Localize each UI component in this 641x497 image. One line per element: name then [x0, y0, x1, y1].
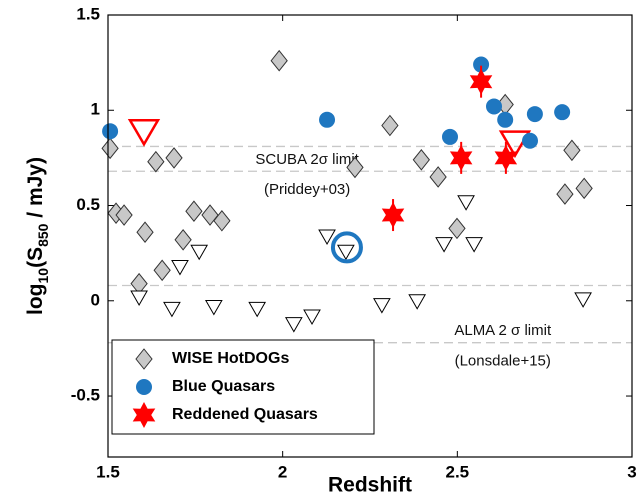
circle-marker: [473, 56, 490, 73]
diamond-marker: [135, 348, 153, 370]
circle-marker: [497, 111, 514, 128]
diamond-marker: [115, 204, 133, 226]
upper-limit-marker: [284, 317, 303, 333]
annotation: ALMA 2 σ limit: [454, 322, 552, 339]
diamond-marker: [412, 148, 430, 171]
upper-limit-marker: [498, 130, 532, 159]
diamond-marker: [213, 209, 231, 232]
star-marker: [449, 144, 473, 171]
diamond-marker: [185, 200, 203, 223]
diamond-marker: [165, 147, 183, 169]
upper-limit-marker: [303, 309, 321, 326]
legend-label: Reddened Quasars: [172, 406, 318, 423]
upper-limit-marker: [130, 290, 148, 306]
legend-label: WISE HotDOGs: [172, 350, 289, 367]
x-tick-label: 3: [627, 462, 636, 481]
y-axis-label-subscript: 850: [35, 223, 51, 247]
diamond-marker: [556, 183, 574, 205]
y-tick-label: 1.5: [76, 4, 100, 23]
upper-limit-marker: [190, 244, 209, 261]
y-axis-label-part: (S: [24, 247, 47, 268]
circle-marker: [526, 106, 543, 123]
x-tick-label: 2: [278, 462, 287, 481]
diamond-marker: [448, 217, 466, 240]
star-marker: [381, 202, 405, 228]
x-tick-label: 1.5: [96, 462, 120, 481]
diamond-marker: [174, 229, 192, 251]
y-axis-label-subscript: 10: [35, 268, 51, 284]
y-axis-label: log10(S850 / mJy): [24, 157, 51, 315]
circle-marker: [521, 132, 538, 149]
upper-limit-marker: [171, 259, 189, 276]
star-marker: [494, 144, 518, 171]
circle-marker: [319, 111, 336, 128]
ring-marker: [330, 231, 363, 264]
circle-marker: [554, 104, 571, 121]
upper-limit-marker: [465, 237, 483, 253]
circle-marker: [102, 123, 119, 140]
annotation: (Priddey+03): [264, 181, 350, 198]
diamond-marker: [147, 150, 165, 173]
legend-label: Blue Quasars: [172, 378, 275, 395]
annotation: SCUBA 2σ limit: [255, 151, 359, 168]
y-tick-label: 0: [91, 290, 100, 309]
upper-limit-marker: [574, 292, 592, 308]
y-tick-label: 0.5: [76, 195, 100, 214]
diamond-marker: [346, 156, 364, 179]
upper-limit-marker: [163, 301, 181, 318]
circle-marker: [136, 379, 152, 395]
circle-marker: [486, 98, 503, 115]
star-marker: [469, 68, 493, 95]
y-tick-label: -0.5: [71, 386, 100, 405]
annotation: (Lonsdale+15): [455, 353, 551, 370]
x-axis-label: Redshift: [328, 474, 412, 497]
diamond-marker: [101, 137, 119, 160]
y-axis-label-part: log: [24, 283, 47, 315]
upper-limit-marker: [337, 244, 355, 261]
upper-limit-marker: [318, 229, 336, 246]
diamond-marker: [136, 221, 154, 243]
diamond-marker: [575, 177, 593, 200]
upper-limit-marker: [457, 195, 475, 211]
diamond-marker: [270, 49, 288, 72]
upper-limit-marker: [248, 301, 267, 318]
x-tick-label: 2.5: [446, 462, 470, 481]
upper-limit-marker: [127, 118, 161, 147]
legend-box: [111, 339, 375, 435]
y-tick-label: 1: [91, 100, 100, 119]
diamond-marker: [429, 166, 447, 188]
y-axis-label-part: / mJy): [24, 157, 47, 224]
circle-marker: [441, 128, 458, 145]
diamond-marker: [153, 259, 171, 282]
upper-limit-marker: [435, 237, 453, 253]
upper-limit-marker: [373, 298, 391, 314]
upper-limit-marker: [408, 294, 427, 310]
star-marker: [132, 402, 156, 428]
plot-frame: [107, 14, 633, 458]
upper-limit-marker: [204, 299, 223, 316]
diamond-marker: [563, 139, 581, 162]
diamond-marker: [381, 114, 399, 137]
